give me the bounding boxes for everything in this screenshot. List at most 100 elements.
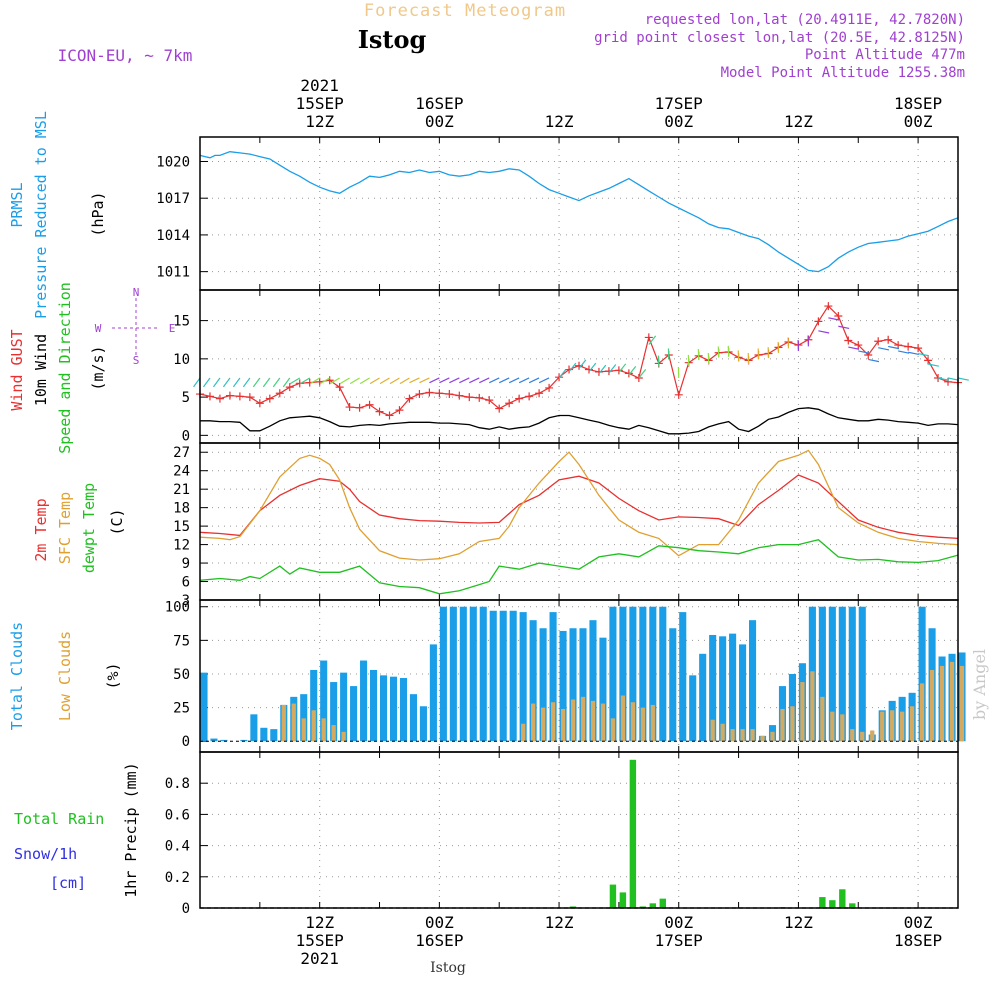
- total-cloud-bar: [370, 669, 378, 742]
- wind-direction-arrow: [917, 352, 930, 357]
- wind-direction-arrow: [319, 377, 330, 385]
- y-tick-label: 24: [173, 464, 190, 480]
- low-cloud-bar: [890, 710, 895, 742]
- total-cloud-bar: [719, 636, 727, 742]
- gust-marker: [594, 367, 603, 376]
- bottom-date-label: 18SEP: [894, 931, 942, 950]
- low-cloud-bar: [770, 731, 775, 742]
- total-cloud-bar: [250, 714, 258, 742]
- gust-marker: [365, 400, 374, 409]
- pressure-unit: (hPa): [89, 191, 107, 236]
- low-cloud-bar: [630, 702, 635, 742]
- watermark: by Angel: [970, 649, 989, 720]
- total-cloud-bar: [240, 739, 248, 742]
- wind-label-3: Speed and Direction: [56, 282, 74, 454]
- wind-direction-arrow: [908, 351, 920, 356]
- wind-direction-arrow: [409, 377, 420, 384]
- total-cloud-bar: [639, 606, 647, 742]
- low-cloud-bar: [301, 718, 306, 742]
- gust-marker: [914, 344, 923, 353]
- wind-direction-arrow: [389, 377, 400, 385]
- low-cloud-bar: [650, 704, 655, 742]
- total-cloud-bar: [918, 606, 926, 742]
- gust-marker: [405, 394, 414, 403]
- bottom-date-label: 17SEP: [655, 931, 703, 950]
- rain-bar: [849, 903, 856, 908]
- wind-direction-arrow: [957, 377, 969, 381]
- gust-marker: [215, 394, 224, 403]
- gust-marker: [385, 411, 394, 420]
- total-cloud-bar: [489, 610, 497, 742]
- gust-marker: [335, 383, 344, 392]
- total-cloud-bar: [669, 628, 677, 742]
- panel-clouds: 0 25 50 75 100 Total Clouds Low Clouds (%): [8, 599, 966, 753]
- top-hour-label: 12Z: [784, 112, 813, 131]
- total-cloud-bar: [579, 628, 587, 742]
- y-tick-label: 15: [173, 314, 190, 330]
- wind-label-2: 10m Wind: [32, 334, 50, 406]
- total-cloud-bar: [389, 676, 398, 742]
- wind-direction-arrow: [638, 368, 647, 379]
- wind-direction-arrow: [379, 377, 390, 385]
- gust-marker: [505, 399, 514, 408]
- rain-bar: [829, 900, 836, 908]
- gust-line: [199, 305, 959, 417]
- wind-direction-arrow: [598, 364, 607, 375]
- low-cloud-bar: [600, 703, 606, 742]
- wind-speed-line: [200, 407, 959, 435]
- wind-direction-arrow: [528, 377, 540, 384]
- gust-marker: [535, 389, 544, 398]
- total-cloud-bar: [379, 675, 388, 742]
- wind-direction-arrow: [888, 345, 900, 350]
- total-cloud-bar: [659, 606, 667, 742]
- low-cloud-bar: [311, 710, 316, 742]
- bottom-date-label: 15SEP: [296, 931, 344, 950]
- low-cloud-bar: [321, 718, 326, 742]
- low-cloud-bar: [550, 702, 556, 742]
- total-cloud-bar: [619, 606, 627, 742]
- sfc-temp-line: [199, 449, 959, 561]
- wind-direction-arrow: [568, 362, 577, 373]
- wind-direction-arrow: [848, 346, 860, 350]
- wind-direction-arrow: [558, 368, 567, 379]
- low-cloud-bar: [720, 723, 725, 742]
- total-cloud-bar: [549, 612, 557, 742]
- total-cloud-bar: [220, 739, 228, 742]
- wind-direction-arrow: [578, 359, 587, 369]
- y-tick-label: 0.2: [165, 870, 190, 886]
- pressure-label-1: PRMSL: [8, 182, 26, 227]
- low-cloud-bar: [910, 706, 915, 742]
- wind-direction-arrow: [232, 377, 241, 388]
- gust-marker: [864, 351, 873, 360]
- wind-direction-arrow: [349, 377, 360, 385]
- total-cloud-bar: [729, 633, 737, 742]
- total-cloud-bar: [559, 630, 567, 742]
- gust-marker: [624, 369, 633, 378]
- total-cloud-bar: [709, 634, 717, 742]
- gust-marker: [644, 333, 653, 342]
- y-tick-label: 0.8: [165, 776, 190, 792]
- compass-rose: N W E S: [95, 286, 176, 367]
- clouds-label-1: Total Clouds: [8, 622, 26, 730]
- compass-s: S: [133, 354, 140, 367]
- y-tick-label: 27: [173, 445, 190, 461]
- total-cloud-bar: [589, 620, 597, 742]
- low-cloud-bar: [291, 703, 296, 742]
- gust-marker: [515, 394, 524, 403]
- gust-marker: [225, 391, 234, 400]
- rain-bar: [639, 906, 647, 908]
- gust-marker: [924, 356, 933, 365]
- total-cloud-bar: [649, 606, 657, 742]
- total-cloud-bar: [350, 686, 358, 742]
- total-cloud-bar: [838, 606, 846, 742]
- total-cloud-bar: [210, 738, 218, 742]
- wind-direction-arrow: [290, 377, 301, 385]
- low-cloud-bar: [590, 700, 596, 742]
- wind-direction-arrow: [439, 377, 450, 384]
- gust-marker: [854, 341, 863, 350]
- wind-direction-arrow: [369, 377, 380, 385]
- wind-direction-arrow: [489, 377, 500, 384]
- gust-marker: [525, 392, 534, 401]
- temp-label-1: 2m Temp: [32, 498, 50, 561]
